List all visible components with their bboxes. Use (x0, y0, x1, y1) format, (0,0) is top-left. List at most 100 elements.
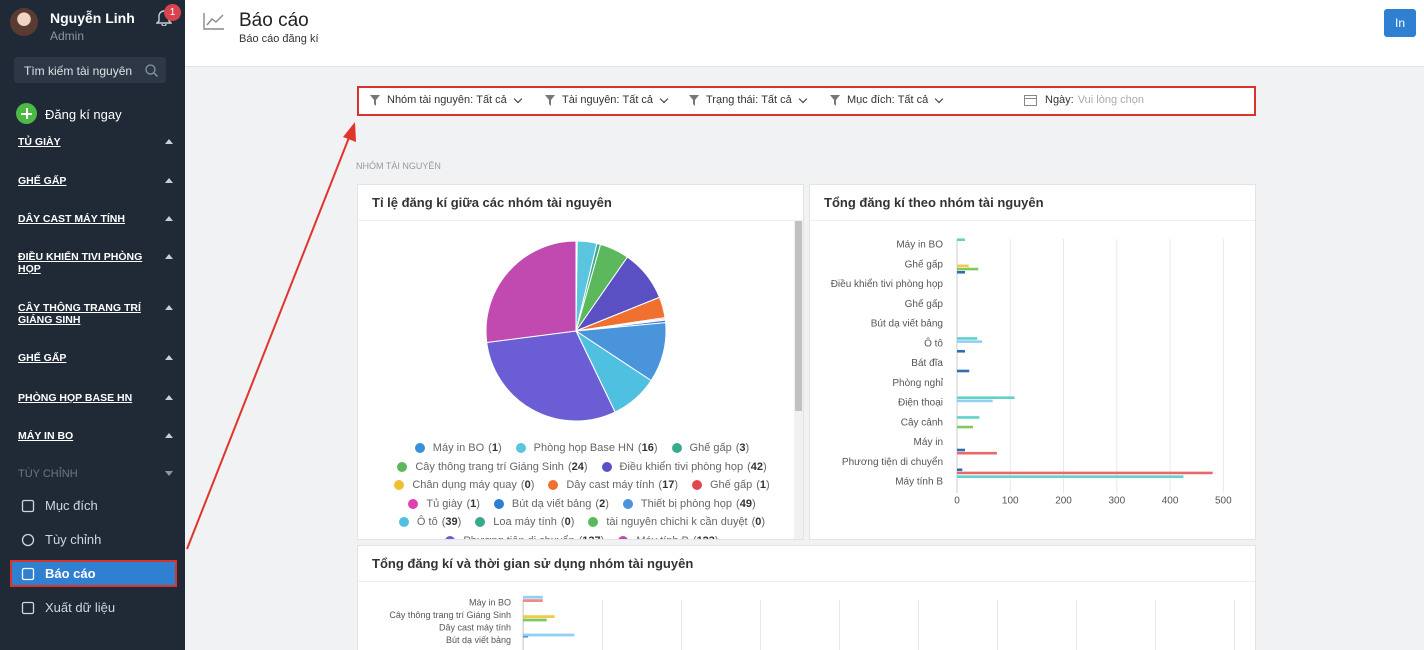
scrollbar[interactable] (794, 221, 803, 539)
calendar-icon (1024, 95, 1037, 106)
legend-label: Cây thông trang trí Giáng Sinh (415, 460, 564, 473)
y-tick-label: Điện thoại (898, 398, 943, 409)
date-placeholder: Vui lòng chọn (1077, 94, 1145, 106)
menu-item[interactable]: Báo cáo (10, 560, 177, 587)
date-filter[interactable]: Ngày: Vui lòng chọn (1024, 94, 1144, 106)
legend-item[interactable]: Ghế gấp 3 (671, 439, 750, 458)
avatar[interactable] (10, 8, 38, 36)
caret[interactable] (165, 178, 173, 183)
print-button[interactable]: In (1384, 9, 1416, 37)
legend-item[interactable]: Cây thông trang trí Giáng Sinh 24 (397, 458, 587, 477)
filter[interactable]: Trạng thái: Tất cả (689, 94, 808, 106)
y-tick-label: Ghế gấp (905, 258, 944, 270)
funnel (830, 94, 840, 106)
bar (523, 618, 547, 622)
caret[interactable] (165, 216, 173, 221)
group-link[interactable]: GHẾ GẤP (18, 175, 67, 187)
caret[interactable] (165, 139, 173, 144)
pie-slice (485, 240, 577, 344)
y-tick-label: Bút dạ viết bảng (871, 318, 943, 330)
group-link[interactable]: ĐIỀU KHIỂN TIVI PHÒNG HỌP (18, 251, 143, 275)
filter-icon (545, 94, 555, 106)
y-tick-label: Máy in (914, 437, 943, 448)
date-label: Ngày: (1045, 94, 1074, 106)
y-tick-label: Dây cast máy tính (439, 623, 511, 633)
bar (957, 425, 973, 429)
bar (523, 599, 543, 602)
legend-item[interactable]: Dây cast máy tính17 (548, 476, 678, 495)
legend-item[interactable]: Phòng họp Base HN 16 (515, 439, 658, 458)
menu-label[interactable]: Xuất dữ liệu (45, 600, 116, 615)
legend-value: 0 (561, 516, 574, 528)
filter-label: Nhóm tài nguyên: (387, 94, 474, 106)
page-subtitle: Báo cáo đăng kí (239, 33, 319, 45)
filter[interactable]: Nhóm tài nguyên: Tất cả (370, 94, 523, 106)
icon-shape (21, 567, 35, 581)
legend-label: Phương tiện di chuyển (463, 535, 574, 539)
legend-item[interactable]: Điều khiển tivi phòng họp42 (601, 458, 767, 477)
legend-item[interactable]: Bút dạ viết bảng2 (493, 495, 609, 514)
legend-value: 123 (693, 535, 719, 539)
legend-item[interactable]: Ghế gấp1 (692, 476, 770, 495)
menu-item[interactable]: Xuất dữ liệu (10, 594, 177, 621)
menu-icon (21, 533, 35, 547)
legend-value: 17 (658, 479, 678, 491)
filter[interactable]: Mục đích: Tất cả (830, 94, 944, 106)
filter[interactable]: Tài nguyên: Tất cả (545, 94, 669, 106)
chevron (798, 94, 808, 103)
filter-value: Tất cả (622, 94, 654, 106)
bar (523, 595, 543, 599)
legend: Máy in BO1 Phòng họp Base HN16 Ghế gấp3 Cây… (372, 439, 792, 539)
x-tick-label: 300 (1108, 496, 1125, 507)
bar (957, 267, 979, 271)
sidebar: Nguyễn Linh Admin 1 Tìm kiếm tài nguyên … (0, 0, 185, 650)
legend-item[interactable]: tài nguyên chichi k cần duyệt 0 (588, 513, 765, 532)
search-box[interactable]: Tìm kiếm tài nguyên (14, 57, 166, 83)
funnel (689, 94, 699, 106)
legend-item[interactable]: Tủ giày1 (408, 495, 480, 514)
group-link[interactable]: TỦ GIÀY (18, 136, 61, 148)
group-link[interactable]: DÂY CAST MÁY TÍNH (18, 213, 125, 225)
legend-dot (475, 517, 486, 528)
legend-item[interactable]: Máy in BO1 (414, 439, 502, 458)
caret[interactable] (165, 305, 173, 310)
caret[interactable] (165, 254, 173, 259)
menu-icon (21, 567, 35, 581)
legend-label: Điều khiển tivi phòng họp (619, 460, 744, 473)
menu-label[interactable]: Tùy chỉnh (45, 532, 102, 547)
group-link[interactable]: CÂY THÔNG TRANG TRÍ GIÁNG SINH (18, 302, 141, 326)
legend-label: Thiết bị phòng họp (640, 497, 733, 510)
legend-item[interactable]: Máy tính B 123 (618, 532, 719, 539)
bar (957, 448, 965, 452)
group-link[interactable]: GHẾ GẤP (18, 352, 67, 364)
caret[interactable] (165, 395, 173, 400)
legend-item[interactable]: Chân dụng máy quay 0 (394, 476, 534, 495)
caret[interactable] (165, 355, 173, 360)
group-link[interactable]: PHÒNG HỌP BASE HN (18, 392, 133, 404)
menu-label[interactable]: Mục đích (45, 498, 98, 513)
register-link[interactable]: Đăng kí ngay (45, 107, 122, 122)
legend-label: Dây cast máy tính (566, 479, 655, 492)
register-icon[interactable] (16, 103, 37, 124)
x-tick-label: 200 (1055, 496, 1072, 507)
legend-label: Ô tô (416, 516, 438, 529)
menu-label[interactable]: Báo cáo (45, 566, 96, 581)
bar (957, 475, 1184, 478)
caret[interactable] (165, 433, 173, 438)
bar (957, 396, 1015, 399)
legend-dot (398, 517, 409, 528)
bar (957, 399, 993, 403)
legend-item[interactable]: Ô tô 39 (398, 513, 461, 532)
x-tick-label: 500 (1215, 496, 1232, 507)
caret[interactable] (165, 471, 173, 476)
scroll-thumb[interactable] (795, 221, 802, 411)
card-title: Tổng đăng kí theo nhóm tài nguyên (824, 195, 1044, 210)
group-link[interactable]: MÁY IN BO (18, 430, 74, 442)
menu-item[interactable]: Tùy chỉnh (10, 526, 177, 553)
x-tick-label: 100 (1002, 496, 1019, 507)
legend-item[interactable]: Thiết bị phòng họp49 (622, 495, 756, 514)
legend-item[interactable]: Phương tiện di chuyển 137 (445, 532, 604, 539)
menu-item[interactable]: Mục đích (10, 492, 177, 519)
chevron (659, 94, 669, 103)
legend-item[interactable]: Loa máy tính 0 (475, 513, 574, 532)
